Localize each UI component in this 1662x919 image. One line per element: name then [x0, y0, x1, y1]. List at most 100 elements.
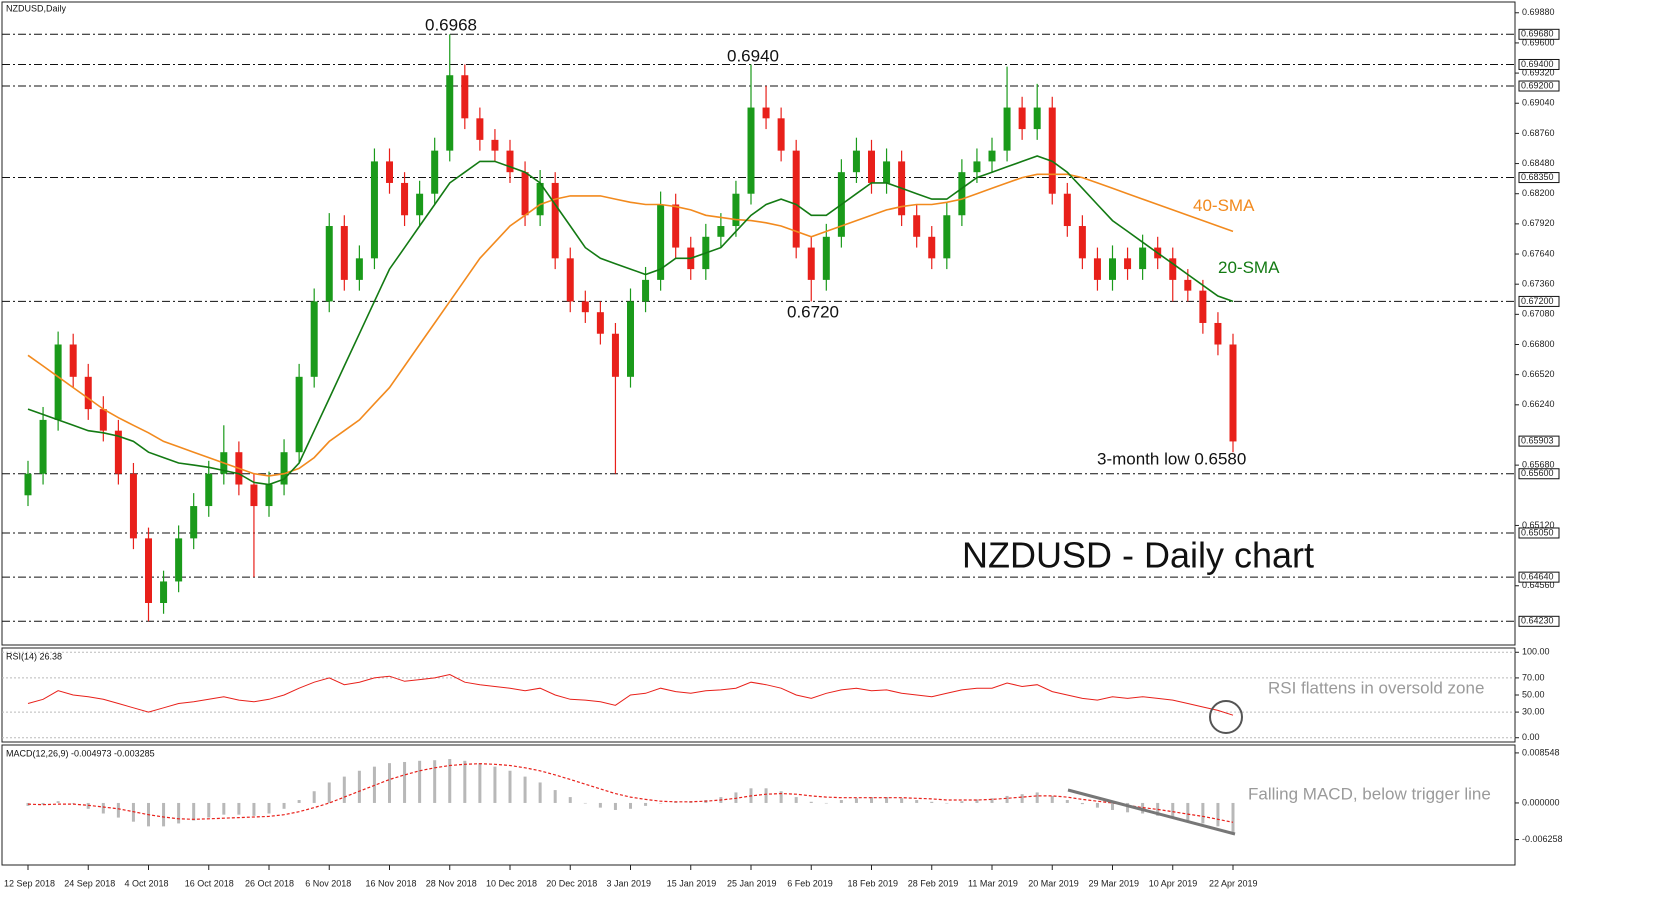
macd-bar	[1201, 802, 1205, 824]
candle-body	[401, 182, 409, 216]
macd-bar	[809, 801, 813, 803]
candle-body	[792, 150, 800, 248]
candle-body	[69, 344, 77, 377]
main-pane	[1, 1, 1516, 646]
candle-body	[310, 301, 318, 377]
candle-body	[24, 473, 32, 496]
candle-body	[642, 279, 650, 302]
x-tick-label: 24 Sep 2018	[64, 878, 115, 888]
x-tick-label: 20 Mar 2019	[1028, 878, 1079, 888]
candle-body	[536, 182, 544, 216]
candle-body	[1229, 344, 1237, 442]
candle-body	[852, 150, 860, 173]
candle-body	[1078, 226, 1086, 259]
candle-body	[611, 333, 619, 377]
candle-body	[491, 139, 499, 151]
y-tick-label: 0.69880	[1522, 7, 1555, 17]
level-box	[1518, 28, 1560, 40]
macd-bar	[342, 776, 346, 803]
candle-body	[84, 376, 92, 410]
macd-bar	[403, 761, 407, 803]
macd-bar	[794, 797, 798, 803]
macd-bar	[1080, 802, 1084, 805]
macd-bar	[779, 791, 783, 803]
y-tick-label: -0.006258	[1522, 834, 1563, 844]
y-tick-label: 0.64560	[1522, 580, 1555, 590]
y-tick-label: 0.68760	[1522, 128, 1555, 138]
candle-body	[175, 538, 183, 582]
candle-body	[1124, 258, 1132, 270]
level-box	[1518, 295, 1560, 307]
candle-body	[265, 484, 273, 507]
macd-bar	[1050, 795, 1054, 803]
level-box	[1518, 571, 1560, 583]
macd-bar	[583, 802, 587, 804]
candle-body	[1093, 258, 1101, 280]
series-label: 20-SMA	[1218, 258, 1280, 277]
x-tick-label: 26 Oct 2018	[245, 878, 294, 888]
level-box	[1518, 172, 1560, 184]
candle-body	[1169, 258, 1177, 280]
candle-body	[943, 215, 951, 259]
candle-body	[205, 473, 213, 507]
candle-body	[973, 161, 981, 173]
chart-title: NZDUSD,Daily	[6, 3, 67, 13]
macd-bar	[237, 802, 241, 815]
macd-bar	[659, 802, 663, 804]
candle-body	[627, 301, 634, 377]
candle-body	[672, 204, 680, 248]
candle-body	[883, 161, 891, 183]
macd-bar	[1020, 794, 1024, 803]
macd-bar	[222, 802, 226, 815]
macd-bar	[267, 802, 271, 814]
x-tick-label: 18 Feb 2019	[848, 878, 899, 888]
x-tick-label: 6 Nov 2018	[305, 878, 351, 888]
x-tick-label: 25 Jan 2019	[727, 878, 777, 888]
y-tick-label: 0.69040	[1522, 98, 1555, 108]
x-tick-label: 12 Sep 2018	[4, 878, 55, 888]
macd-bar	[357, 770, 361, 803]
candle-body	[913, 215, 921, 237]
y-tick-label: 0.00	[1522, 732, 1540, 742]
macd-bar	[1126, 802, 1130, 813]
plot-layer: 12 Sep 2018 24 Sep 2018 4 Oct 2018 16 Oct 2…	[2, 7, 1563, 888]
macd-bar	[162, 802, 166, 827]
trend-line	[1067, 788, 1236, 836]
y-tick-label: 0.67360	[1522, 279, 1555, 289]
macd-bar	[1231, 802, 1235, 833]
level-box	[1518, 80, 1560, 92]
candle-body	[928, 236, 936, 259]
x-tick-label: 15 Jan 2019	[667, 878, 717, 888]
macd-bar	[1005, 795, 1009, 803]
series-label: 40-SMA	[1193, 196, 1255, 215]
candle-body	[325, 226, 333, 302]
macd-bar	[56, 801, 60, 803]
annotation: RSI flattens in oversold zone	[1268, 678, 1484, 697]
y-tick-label: 0.66800	[1522, 339, 1555, 349]
macd-bar	[915, 800, 919, 803]
annotation: 0.6968	[425, 15, 477, 34]
candle-body	[1139, 247, 1147, 270]
price-label: 0.65903	[1521, 435, 1554, 445]
macd-bar	[71, 802, 75, 804]
macd-bar	[312, 791, 316, 803]
y-tick-label: 0.65120	[1522, 520, 1555, 530]
level-label: 0.69400	[1521, 59, 1554, 69]
macd-bar	[478, 763, 482, 803]
level-label: 0.69680	[1521, 29, 1554, 39]
candle-body	[39, 419, 47, 474]
candle-body	[280, 452, 288, 485]
candle-body	[988, 150, 996, 162]
macd-bar	[538, 782, 542, 803]
y-tick-label: 0.67640	[1522, 248, 1555, 258]
x-tick-label: 22 Apr 2019	[1209, 878, 1258, 888]
macd-bar	[177, 802, 181, 824]
macd-bar	[101, 802, 105, 814]
candle-body	[295, 376, 303, 453]
x-tick-label: 6 Feb 2019	[787, 878, 833, 888]
y-tick-label: 0.65680	[1522, 460, 1555, 470]
candle-body	[1109, 258, 1116, 280]
candle-body	[54, 344, 62, 420]
candle-body	[1063, 193, 1071, 227]
